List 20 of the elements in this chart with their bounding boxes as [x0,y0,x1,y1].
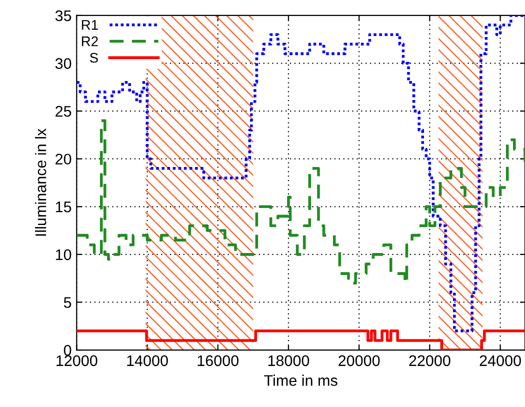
x-axis-title: Time in ms [264,374,338,386]
y-tick-label: 25 [56,106,72,117]
legend-label: S [90,52,98,63]
y-axis-title: Illuminance in lx [35,128,46,236]
x-tick-label: 12000 [56,355,98,366]
x-tick-label: 18000 [268,355,310,366]
y-tick-label: 0 [64,344,72,356]
y-tick-label: 10 [56,249,72,260]
y-tick-label: 30 [55,58,72,69]
x-tick-label: 24000 [480,355,521,366]
y-tick-label: 5 [64,297,72,308]
y-tick-label: 35 [55,10,72,22]
y-tick-label: 15 [56,202,72,212]
x-tick-label: 16000 [198,355,239,366]
x-tick-label: 20000 [338,355,380,366]
x-tick-label: 14000 [127,355,168,366]
x-tick-label: 22000 [409,355,450,366]
legend-label: R2 [82,36,98,46]
y-tick-label: 20 [56,154,72,165]
legend-label: R1 [82,20,98,30]
